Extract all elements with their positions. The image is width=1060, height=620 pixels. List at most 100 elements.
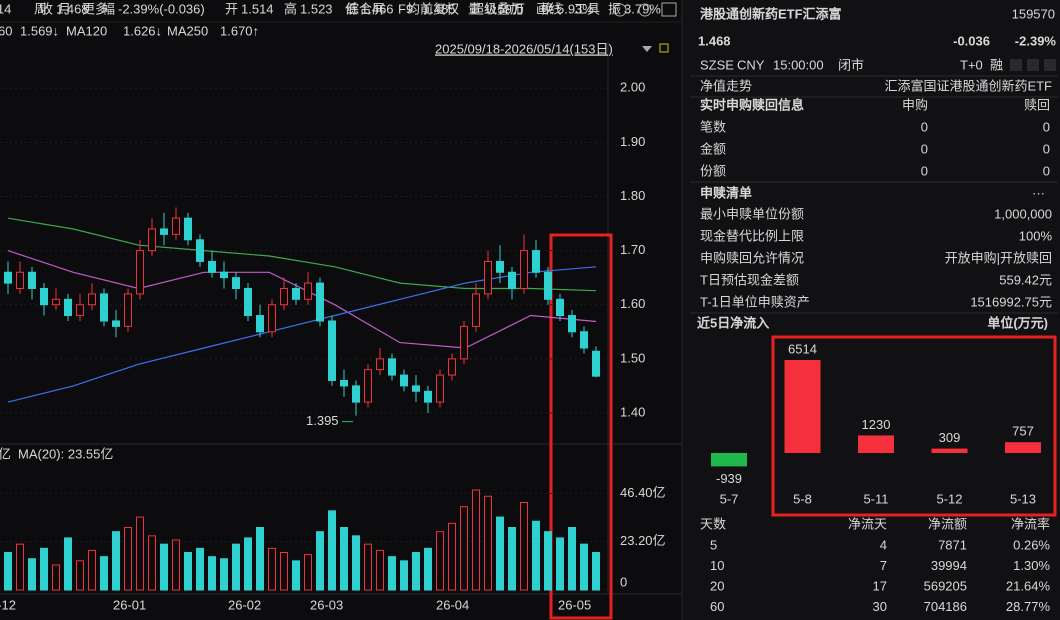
icon[interactable] xyxy=(1027,59,1039,71)
x-tick-label: 5-7 xyxy=(720,491,739,506)
volume-bar xyxy=(460,506,468,591)
x-tick-label: 5-11 xyxy=(863,491,888,506)
volume-bar xyxy=(400,560,408,591)
volume-bar xyxy=(352,535,360,591)
row-label: 笔数 xyxy=(700,119,726,134)
quote-value: 5.93% xyxy=(557,1,594,16)
candle-body xyxy=(328,320,336,381)
quote-value: 3.79% xyxy=(624,1,661,16)
candle-body xyxy=(400,374,408,387)
row-label: T日预估现金差额 xyxy=(700,272,799,287)
cell: 0.26% xyxy=(1013,537,1050,552)
candle-body xyxy=(412,385,420,392)
candle-body xyxy=(340,379,348,387)
cell: 60 xyxy=(710,599,724,614)
volume-bar xyxy=(244,537,252,591)
volume-bar xyxy=(100,556,108,591)
tag: 融 xyxy=(990,57,1003,72)
cell: 704186 xyxy=(924,599,967,614)
dropdown-icon[interactable] xyxy=(642,46,652,52)
candle-body xyxy=(76,304,84,317)
quote-value: 1.514 xyxy=(241,1,274,16)
cell: 0 xyxy=(921,119,928,134)
menu-item[interactable]: 画线 xyxy=(536,1,562,16)
menu-item[interactable]: 综合屏 xyxy=(346,1,385,16)
x-tick-label: 26-04 xyxy=(436,597,469,612)
cell: 5 xyxy=(710,537,717,552)
tag: T+0 xyxy=(960,57,983,72)
volume-bar xyxy=(148,535,156,591)
candle-body xyxy=(316,282,324,322)
candle-body xyxy=(16,271,24,289)
volume-bar xyxy=(184,552,192,591)
security-name: 港股通创新药ETF汇添富 xyxy=(700,6,842,21)
candle-body xyxy=(568,315,576,333)
y-tick-label: 1.40 xyxy=(620,404,645,419)
candle-body xyxy=(124,293,132,327)
candle-body xyxy=(88,293,96,306)
volume-bar xyxy=(280,552,288,591)
data-label: 1230 xyxy=(862,417,891,432)
cell: 30 xyxy=(873,599,887,614)
help-icon[interactable] xyxy=(638,3,652,17)
cell: 39994 xyxy=(931,558,967,573)
volume-bar xyxy=(292,560,300,591)
legend-name: 60 xyxy=(0,23,12,38)
y-tick-label: 1.90 xyxy=(620,134,645,149)
meta: 15:00:00 xyxy=(773,57,824,72)
quote-value: 1.468 xyxy=(56,1,89,16)
quote-label: 开 xyxy=(225,1,238,16)
volume-bar xyxy=(508,527,516,591)
cell: 开放申购|开放赎回 xyxy=(945,250,1052,265)
quote-label: 高 xyxy=(284,1,297,16)
column-header: 天数 xyxy=(700,516,726,531)
quote-label: 振 xyxy=(608,1,621,16)
volume-bar xyxy=(364,543,372,591)
flow-bar xyxy=(858,435,894,453)
row-label: 份额 xyxy=(700,163,726,178)
tab[interactable]: 月 xyxy=(58,1,71,16)
candle-body xyxy=(544,271,552,300)
wp-icon[interactable] xyxy=(661,2,677,17)
volume-bar xyxy=(52,564,60,591)
menu-item[interactable]: 超级叠加 xyxy=(471,1,523,16)
menu-item[interactable]: F9 xyxy=(398,1,413,16)
volume-bar xyxy=(424,547,432,591)
chart-title: 近5日净流入 xyxy=(697,315,769,330)
candle-body xyxy=(508,271,516,289)
candle-body xyxy=(376,358,384,371)
icon[interactable] xyxy=(1044,59,1056,71)
cell: 7 xyxy=(880,558,887,573)
candle-body xyxy=(52,298,60,306)
volume-bar xyxy=(484,495,492,591)
volume-bar xyxy=(124,527,132,591)
candle-body xyxy=(496,260,504,273)
tab[interactable]: 周 xyxy=(34,1,47,16)
volume-bar xyxy=(16,543,24,591)
volume-bar xyxy=(580,543,588,591)
x-tick-label: 26-05 xyxy=(558,597,591,612)
more[interactable]: ··· xyxy=(1032,185,1045,200)
cell: 0 xyxy=(921,141,928,156)
cell: 0 xyxy=(1043,141,1050,156)
settings-icon[interactable] xyxy=(613,3,627,17)
candle-body xyxy=(520,250,528,289)
lock-icon[interactable] xyxy=(659,43,669,53)
tab[interactable]: 更多 xyxy=(82,1,108,16)
candle-body xyxy=(448,358,456,376)
volume-bar xyxy=(592,552,600,591)
candle-body xyxy=(220,271,228,279)
volume-bar xyxy=(568,527,576,591)
meta: CNY xyxy=(737,57,765,72)
volume-bar xyxy=(88,549,96,591)
candle-body xyxy=(436,374,444,403)
candle-body xyxy=(136,250,144,295)
icon[interactable] xyxy=(1010,59,1022,71)
candle-body xyxy=(460,325,468,360)
menu-item[interactable]: 工具 xyxy=(574,1,600,16)
volume-bar xyxy=(112,531,120,591)
volume-bar xyxy=(448,522,456,591)
candle-body xyxy=(232,277,240,289)
menu-item[interactable]: 前复权 xyxy=(420,1,459,16)
cell: 17 xyxy=(873,578,887,593)
